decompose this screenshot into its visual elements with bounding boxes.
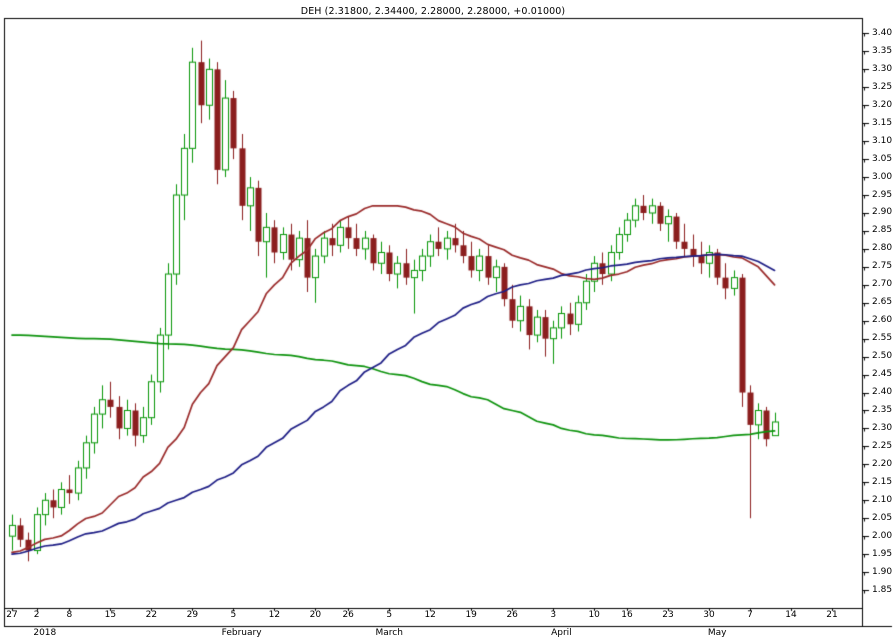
x-axis-tick-label: 26	[506, 610, 518, 620]
y-axis-label: 2.85	[872, 225, 893, 236]
x-axis-tick-label: 30	[703, 610, 715, 620]
y-axis-label: 2.60	[872, 315, 893, 326]
y-axis-label: 2.10	[872, 494, 893, 505]
chart-title: DEH (2.31800, 2.34400, 2.28000, 2.28000,…	[300, 6, 566, 17]
y-axis-label: 2.20	[872, 458, 893, 469]
x-axis-month-label: February	[221, 628, 262, 638]
x-axis-tick-label: 5	[230, 610, 237, 620]
y-axis-label: 2.15	[872, 476, 893, 487]
y-axis-label: 2.40	[872, 387, 893, 398]
x-axis-tick-label: 2	[33, 610, 40, 620]
y-axis-label: 2.95	[872, 189, 893, 200]
y-axis-label: 1.95	[872, 548, 893, 559]
x-axis-tick-label: 22	[145, 610, 158, 620]
x-axis-tick-label: 23	[662, 610, 674, 620]
y-axis-label: 3.35	[872, 45, 893, 56]
x-axis-tick-label: 19	[465, 610, 477, 620]
x-axis-tick-label: 15	[104, 610, 117, 620]
x-axis-tick-label: 12	[268, 610, 281, 620]
y-axis-label: 2.05	[872, 512, 893, 523]
y-axis-label: 2.25	[872, 440, 893, 451]
y-axis-label: 2.80	[872, 243, 893, 254]
y-axis-label: 3.30	[872, 63, 893, 74]
x-axis-tick-label: 21	[826, 610, 838, 620]
y-axis-label: 1.85	[872, 584, 893, 595]
x-axis-month-label: March	[375, 628, 403, 638]
y-axis-label: 2.00	[872, 530, 893, 541]
y-axis-label: 1.90	[872, 566, 893, 577]
y-axis-label: 2.30	[872, 422, 893, 433]
x-axis-tick-label: 14	[785, 610, 797, 620]
y-axis-label: 3.10	[872, 135, 893, 146]
y-axis-label: 3.20	[872, 99, 893, 110]
y-axis-label: 2.45	[872, 369, 893, 380]
y-axis-label: 2.55	[872, 333, 893, 344]
x-axis-tick-label: 7	[747, 610, 753, 620]
y-axis-label: 3.15	[872, 117, 893, 128]
x-axis-tick-label: 26	[342, 610, 354, 620]
x-axis-tick-label: 10	[588, 610, 600, 620]
y-axis-label: 2.65	[872, 297, 893, 308]
y-axis-label: 3.25	[872, 81, 893, 92]
x-axis-tick-label: 16	[621, 610, 633, 620]
x-axis-month-label: May	[707, 628, 727, 638]
y-axis-label: 2.75	[872, 261, 893, 272]
y-axis-label: 2.50	[872, 351, 893, 362]
x-axis-tick-label: 3	[550, 610, 557, 620]
x-axis-tick-label: 27	[6, 610, 18, 620]
x-axis-tick-label: 12	[424, 610, 436, 620]
x-axis-tick-label: 8	[66, 610, 73, 620]
y-axis-label: 2.35	[872, 404, 893, 415]
x-axis-tick-label: 5	[386, 610, 393, 620]
x-axis-tick-label: 20	[309, 610, 322, 620]
x-axis-tick-label: 29	[186, 610, 199, 620]
x-axis-month-label: 2018	[33, 628, 57, 638]
y-axis-label: 3.05	[872, 153, 893, 164]
y-axis-label: 3.40	[872, 27, 893, 38]
y-axis-label: 2.90	[872, 207, 893, 218]
y-axis-label: 3.00	[872, 171, 893, 182]
y-axis-label: 2.70	[872, 279, 893, 290]
x-axis-month-label: April	[551, 628, 572, 638]
